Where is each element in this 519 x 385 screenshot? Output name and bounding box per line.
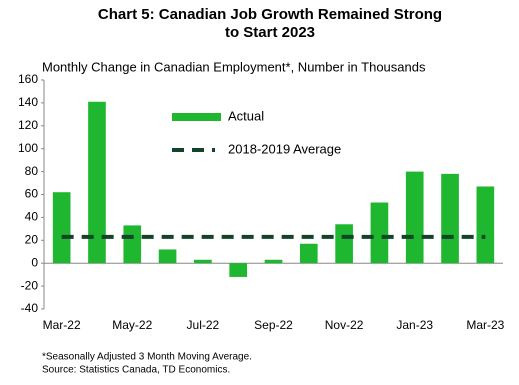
bar <box>441 173 459 264</box>
chart-title: Chart 5: Canadian Job Growth Remained St… <box>97 6 443 41</box>
y-tick-label: 120 <box>18 118 38 132</box>
x-tick-label: Mar-22 <box>43 318 81 332</box>
legend-swatch <box>172 113 221 121</box>
subtitle: Monthly Change in Canadian Employment*, … <box>42 59 426 74</box>
x-tick-label: Jul-22 <box>187 318 220 332</box>
bar <box>123 225 142 264</box>
source: Source: Statistics Canada, TD Economics. <box>42 365 230 376</box>
y-tick-label: 160 <box>18 72 38 86</box>
bar <box>476 186 495 264</box>
bar <box>229 263 248 277</box>
footnote: *Seasonally Adjusted 3 Month Moving Aver… <box>42 352 252 363</box>
y-tick-label: 100 <box>18 141 38 155</box>
legend-label: 2018-2019 Average <box>228 141 341 156</box>
x-tick-label: Sep-22 <box>254 318 293 332</box>
bar <box>335 224 353 264</box>
y-tick-label: 80 <box>25 164 39 178</box>
x-tick-label: May-22 <box>112 318 152 332</box>
y-tick-label: 20 <box>25 232 39 246</box>
y-tick-label: -20 <box>21 278 39 292</box>
bar <box>405 171 424 264</box>
bar <box>158 249 177 264</box>
y-tick-label: 0 <box>31 255 38 269</box>
bar <box>194 259 212 264</box>
x-tick-label: Jan-23 <box>396 318 433 332</box>
bar <box>264 259 283 264</box>
bar <box>299 243 318 264</box>
y-tick-label: 140 <box>18 95 38 109</box>
bar <box>88 101 106 264</box>
x-tick-label: Nov-22 <box>325 318 364 332</box>
y-tick-label: 60 <box>25 187 39 201</box>
y-tick-label: 40 <box>25 210 39 224</box>
bar <box>52 192 71 264</box>
x-tick-label: Mar-23 <box>466 318 504 332</box>
legend-label: Actual <box>228 108 264 123</box>
y-tick-label: -40 <box>21 301 39 315</box>
bar <box>370 202 389 264</box>
